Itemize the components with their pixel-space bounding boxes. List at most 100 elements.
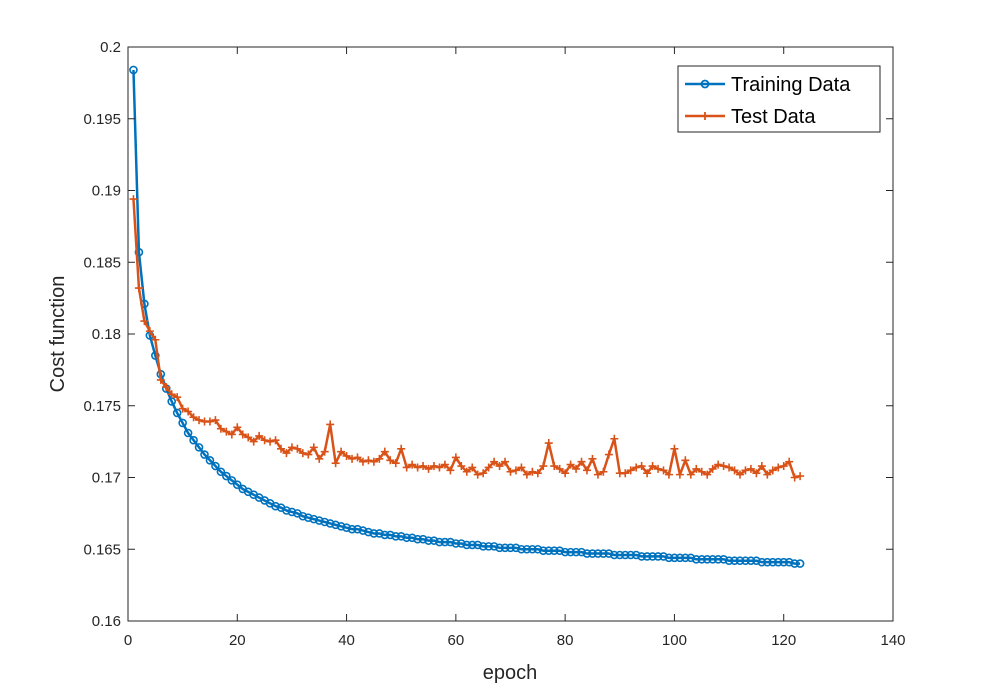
data-point-training-data [538, 546, 548, 555]
data-point-training-data [653, 552, 663, 561]
data-point-test-data [719, 462, 728, 471]
data-point-test-data [746, 464, 755, 473]
data-point-test-data [626, 466, 635, 475]
y-tick-label: 0.19 [92, 183, 121, 200]
data-point-training-data [385, 530, 395, 540]
data-point-test-data [730, 466, 739, 475]
data-point-test-data [654, 464, 663, 473]
data-point-test-data [440, 460, 449, 469]
data-point-test-data [796, 472, 805, 481]
data-point-training-data [664, 553, 674, 563]
data-point-test-data [298, 449, 307, 458]
data-point-test-data [714, 460, 723, 469]
data-point-training-data [642, 552, 652, 561]
data-point-training-data [719, 554, 728, 564]
data-point-training-data [724, 556, 734, 566]
data-point-training-data [435, 537, 444, 547]
data-point-test-data [451, 453, 460, 462]
data-point-training-data [200, 450, 209, 459]
data-point-training-data [495, 543, 504, 553]
data-point-training-data [331, 520, 340, 530]
data-point-training-data [418, 534, 428, 544]
data-point-test-data [222, 427, 231, 436]
data-point-test-data [397, 444, 406, 453]
data-point-training-data [189, 435, 198, 445]
data-point-training-data [227, 476, 237, 485]
data-point-test-data [468, 463, 477, 472]
data-point-test-data [757, 462, 766, 471]
data-point-training-data [134, 247, 144, 257]
data-point-test-data [167, 390, 176, 399]
data-point-training-data [194, 443, 204, 452]
data-point-training-data [440, 537, 450, 547]
data-point-test-data [348, 454, 357, 463]
data-point-test-data [599, 467, 608, 476]
data-point-test-data [216, 424, 225, 433]
data-point-training-data [364, 527, 373, 537]
data-point-training-data [599, 549, 608, 558]
data-point-training-data [517, 544, 526, 554]
legend-marker-training [700, 79, 710, 89]
data-point-training-data [172, 408, 182, 418]
data-point-training-data [708, 554, 717, 564]
plot-area [128, 47, 893, 621]
y-tick-label: 0.16 [92, 613, 121, 630]
data-point-training-data [375, 529, 384, 538]
series-test-data [129, 195, 805, 482]
data-point-test-data [233, 423, 242, 432]
data-point-test-data [610, 434, 619, 443]
data-point-training-data [205, 455, 215, 465]
data-point-training-data [222, 471, 231, 481]
data-point-training-data [129, 65, 138, 75]
data-point-training-data [320, 517, 330, 527]
data-point-test-data [686, 470, 695, 479]
data-point-test-data [287, 443, 296, 452]
data-point-training-data [211, 461, 220, 471]
data-point-training-data [457, 539, 466, 548]
data-point-training-data [467, 540, 477, 550]
tick-layer: 0 20 40 60 80 100 120 140 0.16 0.165 0.17 0.175 0.18… [83, 39, 905, 649]
legend-box [677, 65, 881, 133]
data-point-test-data [790, 473, 799, 482]
data-point-test-data [736, 470, 744, 479]
data-point-test-data [692, 464, 701, 473]
data-point-test-data [577, 457, 586, 466]
data-point-test-data [752, 469, 761, 478]
data-point-test-data [419, 462, 428, 471]
data-point-test-data [697, 467, 706, 476]
data-point-training-data [620, 550, 630, 560]
data-point-test-data [533, 469, 542, 478]
data-point-test-data [249, 437, 258, 446]
data-point-test-data [725, 463, 734, 472]
data-point-test-data [238, 430, 247, 439]
data-point-test-data [282, 449, 291, 458]
data-point-test-data [495, 462, 504, 471]
data-point-test-data [277, 444, 285, 453]
data-point-training-data [500, 543, 510, 553]
data-point-training-data [304, 513, 313, 522]
data-point-test-data [763, 470, 772, 479]
data-point-training-data [681, 553, 690, 563]
data-point-training-data [560, 547, 570, 557]
data-point-training-data [336, 521, 346, 531]
data-point-test-data [195, 416, 204, 425]
data-point-training-data [462, 540, 472, 550]
data-point-training-data [380, 530, 390, 540]
data-point-test-data [184, 407, 193, 416]
x-tick-label: 40 [338, 632, 355, 649]
data-point-test-data [205, 417, 214, 426]
data-point-test-data [435, 463, 444, 472]
data-point-test-data [430, 462, 438, 471]
y-tick-label: 0.175 [83, 398, 121, 415]
data-point-test-data [342, 451, 351, 460]
data-point-test-data [675, 470, 684, 479]
y-tick-label: 0.2 [100, 39, 121, 56]
data-point-test-data [506, 467, 515, 476]
x-tick-label: 140 [880, 632, 905, 649]
data-point-test-data [632, 463, 641, 472]
data-point-training-data [446, 537, 455, 547]
data-point-training-data [577, 547, 586, 557]
data-point-test-data [544, 439, 553, 448]
data-point-test-data [227, 430, 236, 439]
data-point-test-data [528, 467, 537, 476]
